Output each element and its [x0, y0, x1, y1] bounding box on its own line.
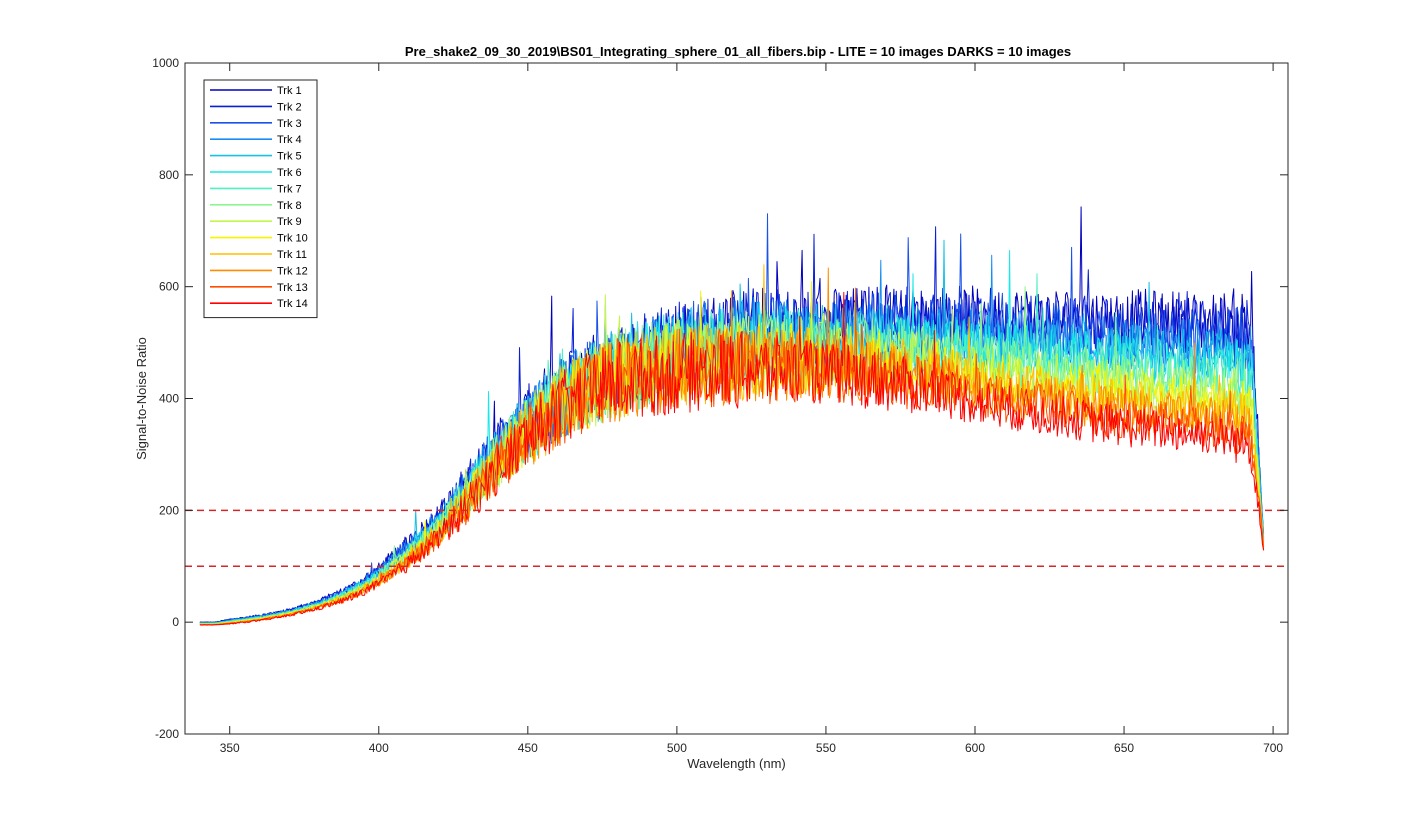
y-tick-label: 200 — [159, 503, 179, 517]
legend-label: Trk 6 — [277, 167, 302, 179]
chart-title: Pre_shake2_09_30_2019\BS01_Integrating_s… — [405, 44, 1071, 59]
y-tick-label: 400 — [159, 392, 179, 406]
series-line-trk-6 — [199, 250, 1265, 624]
x-axis-label: Wavelength (nm) — [687, 756, 786, 771]
series-line-trk-14 — [199, 291, 1265, 626]
x-tick-label: 400 — [369, 741, 389, 755]
y-axis-label: Signal-to-Noise Ratio — [134, 337, 149, 460]
x-tick-label: 600 — [965, 741, 985, 755]
legend-label: Trk 1 — [277, 85, 302, 97]
y-tick-label: 600 — [159, 280, 179, 294]
legend-label: Trk 14 — [277, 298, 308, 310]
legend-label: Trk 2 — [277, 101, 302, 113]
legend-label: Trk 8 — [277, 200, 302, 212]
legend-label: Trk 10 — [277, 233, 308, 245]
plot-area — [199, 206, 1265, 626]
x-tick-label: 450 — [518, 741, 538, 755]
y-tick-label: 0 — [172, 615, 179, 629]
y-axis-ticks: -200 0 200 400 600 800 1000 — [152, 56, 1288, 741]
legend-label: Trk 9 — [277, 216, 302, 228]
x-tick-label: 700 — [1263, 741, 1283, 755]
y-tick-label: 1000 — [152, 56, 179, 70]
y-tick-label: 800 — [159, 168, 179, 182]
legend-label: Trk 3 — [277, 118, 302, 130]
y-tick-label: -200 — [155, 727, 179, 741]
x-axis-ticks: 350 400 450 500 550 600 650 700 — [220, 63, 1283, 755]
x-tick-label: 350 — [220, 741, 240, 755]
legend-box — [203, 79, 318, 319]
legend-label: Trk 5 — [277, 151, 302, 163]
x-tick-label: 500 — [667, 741, 687, 755]
x-tick-label: 650 — [1114, 741, 1134, 755]
legend-label: Trk 12 — [277, 265, 308, 277]
legend-label: Trk 11 — [277, 249, 307, 261]
reference-lines — [185, 509, 1288, 567]
legend-label: Trk 7 — [277, 183, 302, 195]
x-tick-label: 550 — [816, 741, 836, 755]
legend-label: Trk 13 — [277, 282, 308, 294]
legend-label: Trk 4 — [277, 134, 302, 146]
legend[interactable]: Trk 1 Trk 2 Trk 3 Trk 4 Trk 5 Trk 6 Trk 7 Trk 8… — [203, 79, 318, 319]
series-line-trk-13 — [199, 287, 1265, 626]
